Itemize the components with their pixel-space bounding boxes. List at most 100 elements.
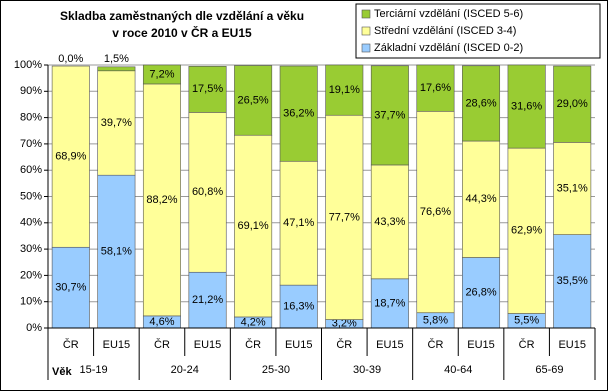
x-tick-label: EU15 [194, 339, 222, 351]
data-label: 88,2% [146, 194, 177, 206]
bar-segment [325, 114, 364, 320]
data-label: 0,0% [58, 53, 83, 65]
x-tick-label: ČR [428, 338, 444, 351]
bar-segment [188, 66, 227, 113]
data-label: 1,5% [104, 53, 129, 65]
x-tick-label: ČR [154, 338, 170, 351]
bar-segment [370, 65, 409, 166]
x-axis-label: Věk [52, 366, 72, 378]
data-label: 18,7% [374, 297, 405, 309]
data-label: 28,6% [465, 97, 496, 109]
data-label: 19,1% [329, 84, 360, 96]
legend-swatch [361, 9, 371, 19]
data-label: 60,8% [192, 186, 223, 198]
data-label: 5,8% [423, 314, 448, 326]
bar-segment [416, 110, 455, 314]
data-label: 16,3% [283, 300, 314, 312]
legend-box [355, 3, 601, 59]
bar-segment [97, 174, 136, 329]
data-label: 44,3% [465, 193, 496, 205]
y-tick-label: 60% [20, 164, 42, 176]
legend-label: Terciární vzdělání (ISCED 5-6) [374, 8, 523, 20]
group-label: 25-30 [262, 364, 290, 376]
legend-label: Střední vzdělání (ISCED 3-4) [374, 25, 516, 37]
group-label: 20-24 [171, 364, 199, 376]
data-label: 68,9% [55, 151, 86, 163]
data-label: 35,5% [557, 275, 588, 287]
x-tick-label: EU15 [558, 339, 586, 351]
y-tick-label: 30% [20, 243, 42, 255]
x-tick-label: EU15 [467, 339, 495, 351]
data-label: 4,6% [149, 316, 174, 328]
x-tick-label: EU15 [376, 339, 404, 351]
chart-title: Skladba zaměstnaných dle vzdělání a věku [60, 9, 304, 23]
data-label: 58,1% [101, 246, 132, 258]
y-tick-label: 20% [20, 269, 42, 281]
data-label: 36,2% [283, 108, 314, 120]
data-label: 30,7% [55, 282, 86, 294]
y-tick-label: 90% [20, 85, 42, 97]
group-label: 65-69 [535, 364, 563, 376]
data-label: 62,9% [511, 225, 542, 237]
y-tick-label: 50% [20, 190, 42, 202]
bar-segment [416, 64, 455, 112]
data-label: 3,2% [332, 318, 357, 330]
bar-segment [279, 160, 318, 286]
data-label: 31,6% [511, 100, 542, 112]
x-tick-label: ČR [519, 338, 535, 351]
chart-title: v roce 2010 v ČR a EU15 [112, 25, 252, 40]
bar-segment [234, 134, 273, 318]
legend-swatch [361, 43, 371, 53]
bar-segment [142, 64, 181, 85]
y-tick-label: 100% [14, 59, 42, 71]
y-tick-label: 10% [20, 296, 42, 308]
bar-segment [462, 140, 501, 258]
x-tick-label: EU15 [103, 339, 131, 351]
data-label: 37,7% [374, 109, 405, 121]
x-tick-label: ČR [63, 338, 79, 351]
bar-segment [188, 271, 227, 329]
legend-label: Základní vzdělání (ISCED 0-2) [374, 42, 523, 54]
data-label: 17,6% [420, 82, 451, 94]
bar-segment [188, 112, 227, 273]
x-tick-label: ČR [245, 338, 261, 351]
y-tick-label: 80% [20, 112, 42, 124]
data-label: 17,5% [192, 83, 223, 95]
bar-segment [51, 65, 90, 248]
data-label: 29,0% [557, 98, 588, 110]
bar-segment [507, 64, 546, 149]
data-label: 21,2% [192, 294, 223, 306]
bar-segment [553, 65, 592, 143]
data-label: 7,2% [149, 68, 174, 80]
data-label: 39,7% [101, 117, 132, 129]
data-label: 4,2% [241, 316, 266, 328]
group-label: 40-64 [444, 364, 472, 376]
bar-segment [553, 142, 592, 235]
bar-segment [142, 83, 181, 317]
y-tick-label: 70% [20, 138, 42, 150]
data-label: 43,3% [374, 216, 405, 228]
x-tick-label: EU15 [285, 339, 313, 351]
data-label: 35,1% [557, 182, 588, 194]
bar-segment [325, 64, 364, 116]
data-label: 47,1% [283, 217, 314, 229]
legend-swatch [361, 26, 371, 36]
data-label: 26,5% [238, 94, 269, 106]
bar-segment [234, 65, 273, 136]
group-label: 30-39 [353, 364, 381, 376]
bar-segment [279, 65, 318, 162]
data-label: 5,5% [514, 315, 539, 327]
data-label: 76,6% [420, 206, 451, 218]
group-label: 15-19 [80, 364, 108, 376]
bar-segment [97, 66, 136, 72]
data-label: 77,7% [329, 211, 360, 223]
y-tick-label: 0% [26, 322, 42, 334]
data-label: 69,1% [238, 220, 269, 232]
bar-segment [370, 164, 409, 280]
y-tick-label: 40% [20, 217, 42, 229]
bar-segment [462, 65, 501, 142]
bar-segment [97, 70, 136, 176]
data-label: 26,8% [465, 287, 496, 299]
bar-segment [507, 147, 546, 314]
